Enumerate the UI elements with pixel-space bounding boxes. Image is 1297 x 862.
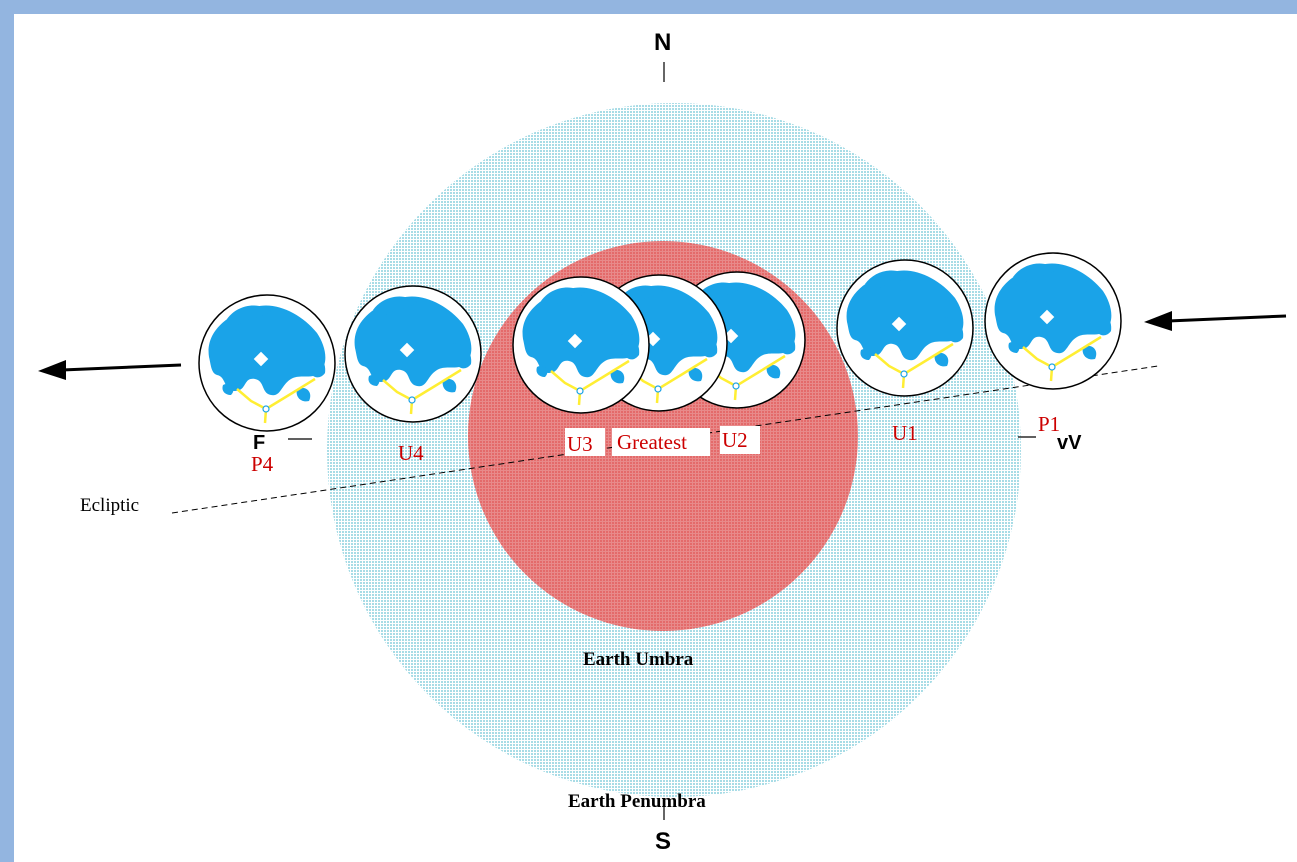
label-u4: U4	[398, 441, 424, 465]
umbra-label: Earth Umbra	[583, 649, 694, 670]
north-label: N	[654, 29, 671, 56]
label-greatest: Greatest	[617, 430, 687, 454]
u3-label-bg	[565, 428, 605, 456]
label-u3: U3	[567, 432, 593, 456]
moon-path-arrow-left	[38, 360, 182, 380]
moon-u4	[343, 284, 483, 424]
label-u2: U2	[722, 428, 748, 452]
label-p1: P1	[1038, 412, 1060, 436]
frame-top-border	[0, 0, 1297, 14]
moon-p1	[983, 251, 1123, 391]
frame-left-border	[0, 0, 14, 862]
mark-left: F	[253, 432, 265, 454]
mark-right: vV	[1057, 432, 1082, 454]
label-p4: P4	[251, 452, 274, 476]
u2-label-bg	[720, 426, 760, 454]
moon-u1	[835, 258, 975, 398]
penumbra-label: Earth Penumbra	[568, 791, 706, 812]
ecliptic-line	[171, 365, 1159, 514]
label-u1: U1	[892, 421, 918, 445]
south-label: S	[655, 828, 671, 855]
moon-p4	[197, 293, 337, 433]
greatest-label-bg	[612, 428, 710, 456]
moon-path-arrow-right	[1144, 311, 1287, 331]
ecliptic-label: Ecliptic	[80, 495, 139, 516]
moon-u3	[511, 275, 651, 415]
